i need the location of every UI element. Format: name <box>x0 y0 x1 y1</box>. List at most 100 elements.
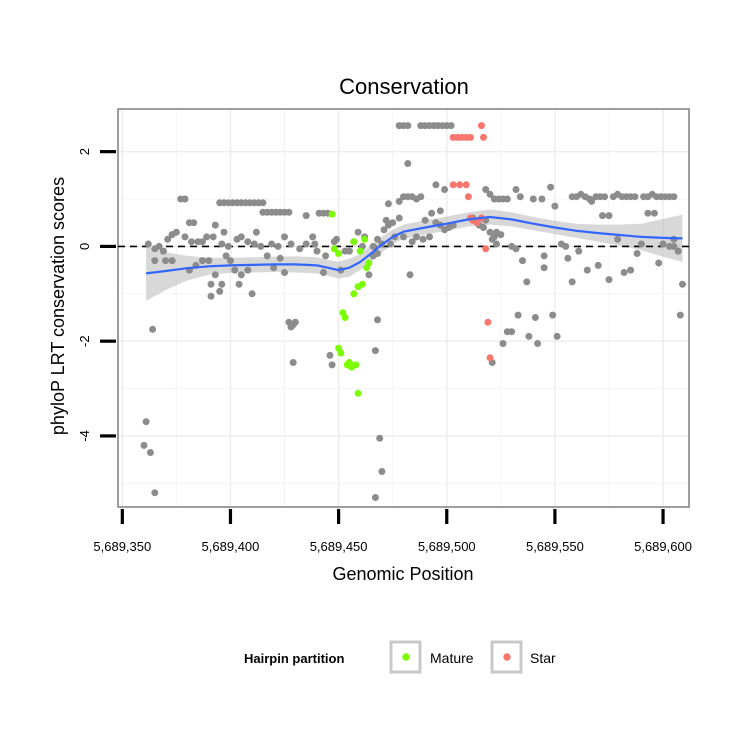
data-point <box>659 240 667 248</box>
chart-title: Conservation <box>339 74 469 99</box>
data-point <box>674 247 682 255</box>
data-point <box>551 202 559 210</box>
legend-marker-star <box>503 653 511 661</box>
data-point <box>473 219 481 227</box>
data-point <box>235 280 243 288</box>
data-point <box>149 325 157 333</box>
data-point <box>529 195 537 203</box>
data-point <box>676 311 684 319</box>
data-point <box>493 240 500 248</box>
x-tick-label: 5,689,500 <box>418 539 476 554</box>
data-point <box>432 181 440 189</box>
data-point <box>356 247 364 255</box>
data-point <box>620 269 628 276</box>
data-point <box>404 122 412 130</box>
data-point <box>291 318 299 326</box>
data-point <box>369 242 377 250</box>
data-point <box>380 226 388 234</box>
data-point <box>371 494 379 501</box>
data-point <box>480 224 487 231</box>
data-point <box>313 247 321 255</box>
data-point <box>449 181 457 189</box>
data-point <box>441 186 449 193</box>
data-point <box>330 245 338 253</box>
data-point <box>350 238 358 246</box>
data-point <box>281 269 288 276</box>
data-point <box>164 235 172 243</box>
data-point <box>326 351 334 359</box>
data-point <box>486 354 494 362</box>
data-point <box>205 257 213 265</box>
data-point <box>627 266 635 274</box>
data-point <box>244 266 252 274</box>
data-point <box>281 233 288 241</box>
data-point <box>231 266 239 274</box>
data-point <box>523 278 531 286</box>
data-point <box>244 238 252 246</box>
data-point <box>549 311 557 319</box>
data-point <box>168 257 176 265</box>
x-tick-label: 5,689,450 <box>310 539 368 554</box>
data-point <box>335 344 343 352</box>
data-point <box>309 233 317 241</box>
data-point <box>531 314 539 321</box>
data-point <box>408 238 416 246</box>
data-point <box>467 133 474 141</box>
data-point <box>482 245 490 253</box>
data-point <box>384 200 392 208</box>
plot-panel-border <box>117 108 690 508</box>
data-point <box>456 181 464 189</box>
data-point <box>650 209 658 217</box>
data-point <box>493 228 500 236</box>
data-point <box>499 340 507 347</box>
y-tick-label: 2 <box>77 148 92 155</box>
data-point <box>631 193 639 201</box>
data-point <box>419 235 427 243</box>
data-point <box>400 233 407 241</box>
data-point <box>547 183 555 191</box>
data-point <box>162 257 170 265</box>
data-point <box>222 252 230 260</box>
data-point <box>198 238 206 246</box>
data-point <box>151 257 159 265</box>
data-point <box>588 197 596 205</box>
data-point <box>464 193 472 201</box>
data-point <box>488 235 496 243</box>
data-point <box>583 266 591 274</box>
legend-marker-mature <box>402 653 410 661</box>
series-mature <box>328 210 373 397</box>
data-point <box>144 240 152 248</box>
data-point <box>146 449 154 456</box>
data-point <box>211 221 219 229</box>
data-point <box>285 208 293 216</box>
x-tick-label: 5,689,350 <box>93 539 151 554</box>
data-point <box>575 247 583 255</box>
series-star <box>449 122 494 362</box>
data-point <box>553 332 561 340</box>
legend-key-star <box>490 640 523 674</box>
data-point <box>218 280 226 288</box>
data-point <box>198 257 206 265</box>
data-point <box>211 271 219 279</box>
data-point <box>378 468 386 475</box>
series-other <box>140 122 686 501</box>
data-point <box>218 240 226 248</box>
data-point <box>151 489 159 497</box>
legend-title: Hairpin partition <box>244 651 344 666</box>
data-point <box>358 280 366 288</box>
data-point <box>605 212 613 220</box>
data-point <box>270 264 278 272</box>
data-point <box>365 259 373 267</box>
data-point <box>395 214 403 222</box>
data-point <box>637 240 645 248</box>
data-point <box>508 328 516 336</box>
data-point <box>568 278 576 286</box>
grid <box>118 109 689 507</box>
data-point <box>538 195 546 203</box>
data-point <box>512 245 520 253</box>
data-point <box>237 271 245 279</box>
data-point <box>417 193 425 201</box>
data-point <box>224 242 232 250</box>
legend-label-mature: Mature <box>430 650 474 666</box>
data-point <box>519 257 526 265</box>
